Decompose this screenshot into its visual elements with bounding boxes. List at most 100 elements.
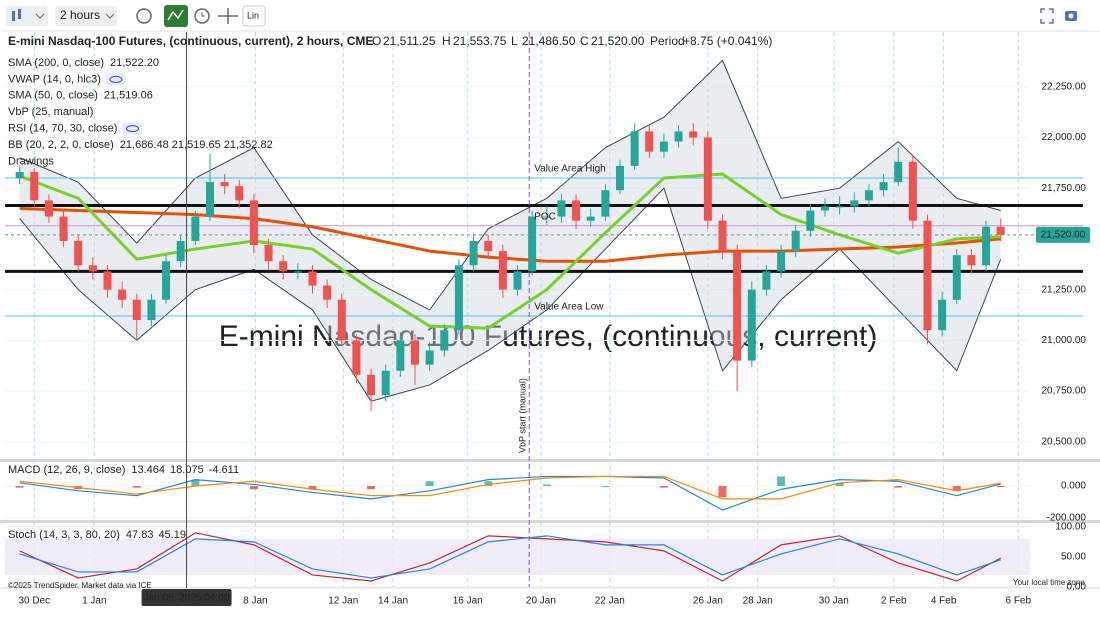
crosshair-label: Jan 06, 2025 04:00	[144, 593, 230, 604]
macd-reading: 13.464	[131, 464, 165, 476]
quote-label: L	[511, 34, 518, 48]
macd-histogram-bar	[15, 486, 24, 488]
macd-histogram-bar	[952, 486, 961, 491]
icon	[201, 12, 205, 17]
x-tick-label: 12 Jan	[328, 596, 358, 607]
macd-histogram-bar	[659, 486, 668, 488]
macd-histogram-bar	[718, 486, 727, 498]
candle-body	[264, 245, 273, 262]
candle-body	[59, 216, 68, 241]
legend-name: SMA (50, 0, close)	[8, 90, 98, 102]
level-label: POC	[534, 211, 556, 222]
candle-body	[132, 299, 141, 321]
macd-reading: -4.611	[209, 464, 239, 476]
y-tick-label: 0.000	[1061, 481, 1086, 492]
quote-value: 21,511.25	[383, 34, 436, 48]
macd-histogram-bar	[542, 484, 551, 487]
candle-body	[923, 220, 932, 331]
legend-name: SMA (200, 0, close)	[8, 57, 104, 69]
candle-body	[996, 226, 1005, 235]
toolbar: 2 hours Lin	[6, 5, 1077, 27]
y-tick-label: 21,000.00	[1042, 335, 1087, 346]
pane-separator	[0, 459, 1100, 462]
crosshair-button[interactable]	[218, 8, 238, 24]
macd-line	[19, 475, 1001, 500]
candle-body	[762, 271, 771, 290]
x-tick-label: 8 Jan	[243, 596, 267, 607]
macd-histogram-bar	[132, 486, 141, 488]
y-tick-label: -200.000	[1047, 513, 1087, 524]
scale-label: Lin	[247, 10, 259, 20]
chart-title: E-mini Nasdaq-100 Futures, (continuous, …	[8, 34, 373, 48]
x-tick-label: 26 Jan	[693, 596, 723, 607]
legend-name: Drawings	[8, 155, 54, 167]
candle-body	[103, 271, 112, 290]
candle-body	[220, 182, 229, 187]
candle-body	[176, 240, 185, 262]
stoch-line	[19, 535, 1001, 579]
quote-label: O	[372, 34, 381, 48]
candle-body	[279, 261, 288, 272]
visibility-toggle[interactable]	[122, 122, 143, 135]
stoch-reading: 45.19	[158, 529, 186, 541]
macd-histogram-bar	[308, 486, 317, 490]
legend-name: RSI (14, 70, 30, close)	[8, 123, 117, 135]
candle-body	[703, 137, 712, 221]
quote-label: C	[580, 34, 589, 48]
x-tick-label: 4 Feb	[931, 596, 957, 607]
macd-title: MACD (12, 26, 9, close)	[8, 464, 125, 476]
candle-body	[689, 131, 698, 138]
candle-body	[616, 165, 624, 191]
legend-name: VWAP (14, 0, hlc3)	[8, 73, 101, 85]
candle-body	[337, 299, 346, 341]
candle-body	[938, 299, 947, 331]
settings-button[interactable]	[136, 8, 152, 24]
crosshair-tag	[141, 589, 232, 606]
candle-body	[864, 190, 873, 201]
macd-histogram-bar	[191, 479, 200, 487]
candle-body	[777, 251, 786, 272]
y-tick-label: 21,750.00	[1042, 183, 1087, 194]
candle-body	[894, 161, 903, 183]
candle-body	[806, 210, 815, 231]
candle-body	[952, 255, 961, 300]
candle-body	[118, 289, 127, 300]
candle-body	[440, 330, 449, 351]
last-price-tag	[1036, 226, 1090, 243]
candle-body	[630, 131, 639, 166]
interval-button[interactable]	[55, 6, 117, 26]
period-label: Period	[650, 34, 685, 48]
candle-body	[572, 200, 581, 221]
candle-body	[821, 206, 829, 211]
scale-button[interactable]	[242, 5, 266, 27]
fullscreen-button[interactable]	[1040, 8, 1054, 24]
candle-body	[967, 255, 976, 266]
visibility-toggle[interactable]	[105, 73, 126, 86]
candle-body	[542, 216, 551, 218]
candle-body	[498, 251, 507, 290]
vbp-start-label: VbP start (manual)	[518, 378, 528, 453]
level-label: Value Area High	[534, 164, 606, 175]
chart-type-button[interactable]	[6, 6, 48, 26]
footer: ©2025 TrendSpider. Market data via ICE	[8, 581, 152, 590]
macd-reading: 18.075	[170, 464, 204, 476]
time-button[interactable]	[194, 8, 210, 24]
macd-histogram-bar	[835, 482, 844, 487]
y-tick-label: 20,750.00	[1042, 386, 1087, 397]
candle-body	[15, 171, 24, 179]
legend-value: 21,519.06	[104, 90, 153, 102]
candle-body	[528, 216, 537, 272]
candle-body	[30, 171, 39, 201]
macd-histogram-bar	[484, 481, 493, 487]
candle-body	[879, 182, 888, 191]
candle-body	[425, 350, 434, 365]
quote-value: 21,553.75	[453, 34, 507, 48]
bollinger-upper	[19, 59, 1001, 311]
macd-histogram-bar	[367, 486, 376, 490]
x-tick-label: 22 Jan	[595, 596, 625, 607]
x-tick-label: 30 Jan	[819, 596, 849, 607]
candle-body	[659, 141, 668, 152]
interval-label: 2 hours	[60, 8, 100, 22]
